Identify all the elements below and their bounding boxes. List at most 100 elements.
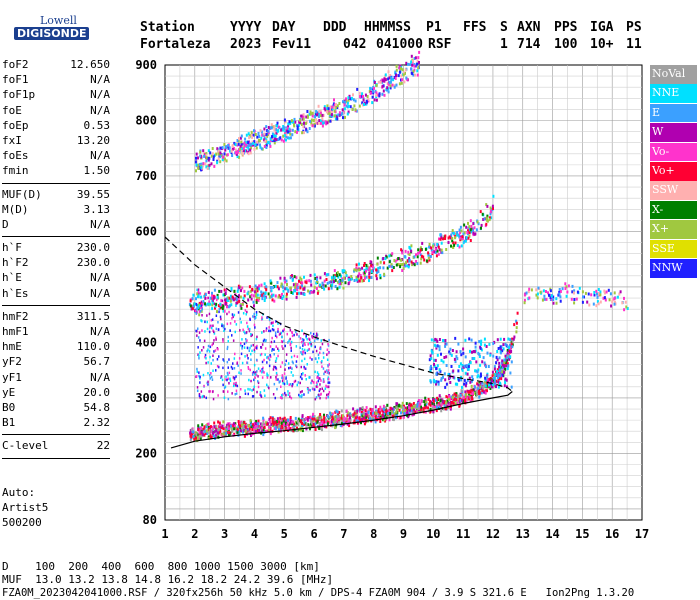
echo-dot [378,411,381,415]
echo-dot [308,376,310,379]
echo-dot [365,415,368,419]
echo-dot [255,300,258,304]
echo-dot [353,419,356,423]
echo-dot [192,293,195,297]
echo-dot [302,372,304,375]
param-divider [2,304,110,306]
echo-dot [391,252,394,256]
param-row: hmE 110.0 [2,340,110,355]
echo-dot [343,276,346,280]
echo-dot [398,263,401,267]
echo-dot [253,315,256,319]
echo-dot [312,419,315,423]
echo-dot [451,349,454,352]
echo-dot [207,158,210,162]
echo-dot [306,416,309,420]
echo-dot [219,302,222,306]
echo-dot [206,156,209,160]
echo-dot [398,404,401,408]
echo-dot [359,274,362,277]
echo-dot [244,425,247,429]
echo-dot [262,416,265,420]
echo-dot [506,367,509,371]
echo-dot [325,384,327,388]
echo-dot [196,370,198,373]
echo-dot [329,416,332,419]
echo-dot [328,111,331,115]
echo-dot [423,406,426,410]
echo-dot [442,375,444,379]
echo-dot [465,393,468,397]
echo-dot [595,289,598,293]
echo-dot [460,229,463,233]
echo-dot [363,415,366,419]
echo-dot [213,164,216,168]
echo-dot [197,424,200,428]
echo-dot [382,257,385,260]
header-value-s: 1 [500,37,508,52]
echo-dot [295,345,298,348]
echo-dot [304,280,307,284]
echo-dot [423,400,426,404]
echo-dot [310,121,313,125]
echo-dot [503,384,506,388]
echo-dot [452,231,455,235]
echo-dot [488,383,490,387]
echo-dot [205,396,207,400]
echo-dot [195,433,198,437]
echo-dot [262,433,265,437]
echo-dot [491,385,494,389]
echo-dot [217,328,220,331]
echo-dot [495,371,497,374]
echo-dot [452,245,455,249]
echo-dot [389,415,392,419]
echo-dot [483,383,486,386]
echo-dot [214,306,216,310]
echo-dot [386,403,389,407]
echo-dot [509,371,512,375]
echo-dot [231,367,234,370]
echo-dot [317,373,320,376]
echo-dot [200,430,203,434]
echo-dot [345,274,348,278]
y-tick-label: 900 [135,58,157,72]
echo-dot [377,270,380,274]
echo-dot [291,128,294,132]
echo-dot [425,400,428,404]
echo-dot [405,76,408,80]
echo-dot [316,334,318,337]
echo-dot [299,375,302,379]
param-divider [2,182,110,184]
echo-dot [333,114,336,118]
echo-dot [261,317,264,321]
echo-dot [381,84,384,88]
echo-dot [319,111,322,115]
echo-dot [227,397,230,401]
echo-dot [217,420,220,424]
echo-dot [507,364,510,368]
echo-dot [282,382,284,385]
echo-dot [454,395,457,399]
echo-dot [463,231,466,235]
param-value: 39.55 [76,187,110,201]
echo-dot [444,234,447,238]
echo-dot [288,366,290,370]
echo-dot [198,331,201,334]
echo-dot [309,389,311,392]
echo-dot [268,386,270,390]
echo-dot [431,401,434,405]
echo-dot [240,421,243,425]
echo-dot [552,298,555,301]
echo-dot [286,382,288,385]
echo-dot [194,434,197,438]
echo-dot [261,426,264,430]
echo-dot [242,312,245,315]
echo-dot [299,346,301,349]
echo-dot [222,358,224,361]
echo-dot [390,253,393,257]
echo-dot [221,378,224,382]
echo-dot [226,322,229,326]
echo-dot [429,366,432,370]
echo-dot [280,396,282,399]
echo-dot [237,425,240,429]
